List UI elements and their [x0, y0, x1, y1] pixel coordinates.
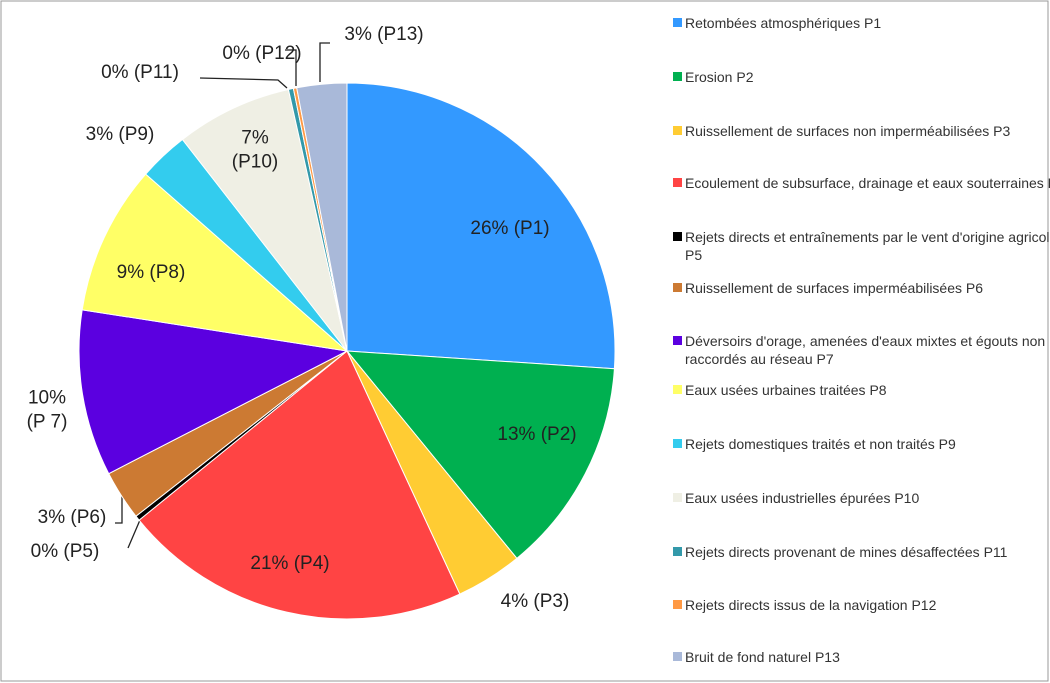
legend-label: Rejets domestiques traités et non traité…: [685, 436, 956, 452]
pie-slice: [81, 173, 349, 352]
data-label: 3% (P6): [37, 507, 107, 529]
data-label: 0% (P5): [30, 541, 100, 563]
data-label: 9% (P8): [116, 262, 186, 284]
legend-entry: Eaux usées urbaines traitées P8: [673, 381, 1050, 399]
data-label: 13% (P2): [497, 424, 577, 446]
legend-label: Rejets directs et entraînements par le v…: [685, 229, 1050, 263]
data-label: 3% (P13): [344, 24, 424, 46]
legend-label: Rejets directs provenant de mines désaff…: [685, 544, 1008, 560]
legend-swatch: [673, 18, 682, 27]
data-label: 7% (P10): [231, 127, 279, 172]
legend-label: Ruissellement de surfaces non imperméabi…: [685, 123, 1011, 139]
data-label: 10% (P 7): [26, 387, 68, 432]
legend-swatch: [673, 493, 682, 502]
pie-slice: [296, 82, 348, 352]
legend-swatch: [673, 178, 682, 187]
legend-entry: Ecoulement de subsurface, drainage et ea…: [673, 174, 1050, 192]
pie-slice: [346, 82, 616, 370]
legend-label: Bruit de fond naturel P13: [685, 649, 840, 665]
legend-entry: Bruit de fond naturel P13: [673, 648, 1050, 666]
legend-label: Eaux usées industrielles épurées P10: [685, 490, 920, 506]
legend-swatch: [673, 385, 682, 394]
legend-swatch: [673, 283, 682, 292]
pie-slice: [345, 350, 615, 560]
legend-entry: Ruissellement de surfaces non imperméabi…: [673, 122, 1050, 140]
legend-entry: Ruissellement de surfaces imperméabilisé…: [673, 279, 1050, 297]
legend-swatch: [673, 652, 682, 661]
data-label: 0% (P11): [101, 62, 179, 84]
legend-entry: Déversoirs d'orage, amenées d'eaux mixte…: [673, 332, 1050, 368]
data-label: 26% (P1): [470, 218, 550, 240]
legend-entry: Erosion P2: [673, 68, 1050, 86]
legend-entry: Rejets directs issus de la navigation P1…: [673, 596, 1050, 614]
legend-entry: Rejets directs provenant de mines désaff…: [673, 543, 1050, 561]
data-label: 4% (P3): [500, 591, 570, 613]
legend-label: Ecoulement de subsurface, drainage et ea…: [685, 175, 1050, 191]
legend-entry: Eaux usées industrielles épurées P10: [673, 489, 1050, 507]
data-label: 3% (P9): [85, 124, 155, 146]
legend-entry: Rejets directs et entraînements par le v…: [673, 228, 1050, 264]
legend-swatch: [673, 547, 682, 556]
legend-label: Erosion P2: [685, 69, 754, 85]
legend-swatch: [673, 600, 682, 609]
legend-label: Retombées atmosphériques P1: [685, 15, 882, 31]
pie-slice: [78, 309, 349, 475]
data-label: 0% (P12): [222, 43, 302, 65]
legend-label: Eaux usées urbaines traitées P8: [685, 382, 887, 398]
pie-slice: [138, 350, 461, 620]
legend-label: Rejets directs issus de la navigation P1…: [685, 597, 937, 613]
pie-slice: [181, 88, 348, 352]
legend-label: Déversoirs d'orage, amenées d'eaux mixte…: [685, 333, 1046, 367]
data-label: 21% (P4): [250, 553, 330, 575]
legend-entry: Rejets domestiques traités et non traité…: [673, 435, 1050, 453]
legend-swatch: [673, 232, 682, 241]
legend-label: Ruissellement de surfaces imperméabilisé…: [685, 280, 984, 296]
legend-swatch: [673, 126, 682, 135]
legend-swatch: [673, 439, 682, 448]
legend-swatch: [673, 336, 682, 345]
legend-entry: Retombées atmosphériques P1: [673, 14, 1050, 32]
legend-swatch: [673, 72, 682, 81]
